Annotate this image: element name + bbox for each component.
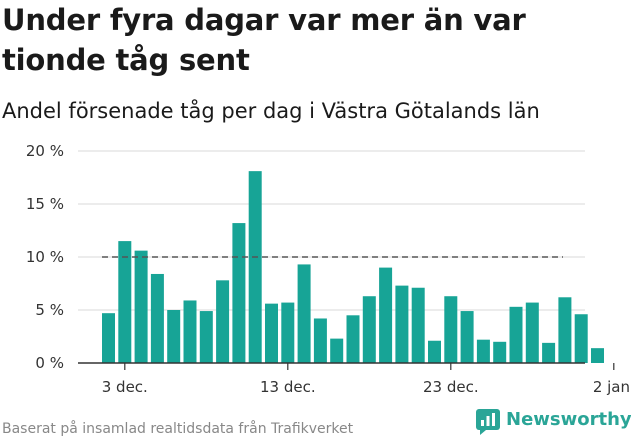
bar <box>281 302 295 363</box>
bar <box>134 250 148 363</box>
bar <box>313 318 327 363</box>
bar <box>297 264 311 363</box>
bar <box>574 314 588 363</box>
x-tick-label: 13 dec. <box>260 378 316 396</box>
bar <box>216 280 230 363</box>
x-tick-label: 3 dec. <box>102 378 148 396</box>
bar <box>199 311 213 363</box>
bar <box>395 285 409 363</box>
bar <box>493 341 507 363</box>
bar <box>118 241 132 363</box>
bar <box>428 340 441 363</box>
bar <box>444 296 458 363</box>
bar <box>525 302 539 363</box>
bar <box>265 303 278 363</box>
brand-name: Newsworthy <box>506 409 631 430</box>
bar <box>346 315 360 363</box>
y-tick-label: 0 % <box>35 354 64 372</box>
bar <box>379 267 393 363</box>
bar <box>460 311 474 363</box>
bar <box>509 306 523 363</box>
newsworthy-logo-icon <box>476 409 500 435</box>
y-tick-label: 5 % <box>35 301 64 319</box>
source-note: Baserat på insamlad realtidsdata från Tr… <box>2 421 354 437</box>
bar <box>330 338 344 363</box>
x-tick-label: 2 jan. <box>593 378 631 396</box>
newsworthy-logo[interactable]: Newsworthy <box>474 406 631 438</box>
bar <box>150 273 164 363</box>
bar <box>102 313 115 363</box>
bar <box>411 287 425 363</box>
bar <box>558 297 572 363</box>
bar <box>362 296 376 363</box>
y-tick-label: 20 % <box>26 142 64 160</box>
chart-subtitle: Andel försenade tåg per dag i Västra Göt… <box>2 99 540 123</box>
bar <box>167 310 181 363</box>
x-tick-label: 23 dec. <box>423 378 479 396</box>
y-tick-label: 15 % <box>26 195 64 213</box>
bar <box>476 339 490 363</box>
bar <box>232 223 246 363</box>
y-tick-label: 10 % <box>26 248 64 266</box>
bar <box>591 348 604 363</box>
chart-title: Under fyra dagar var mer än var tionde t… <box>2 3 526 77</box>
bar <box>248 171 262 363</box>
bar <box>183 300 197 363</box>
bar <box>542 342 556 363</box>
